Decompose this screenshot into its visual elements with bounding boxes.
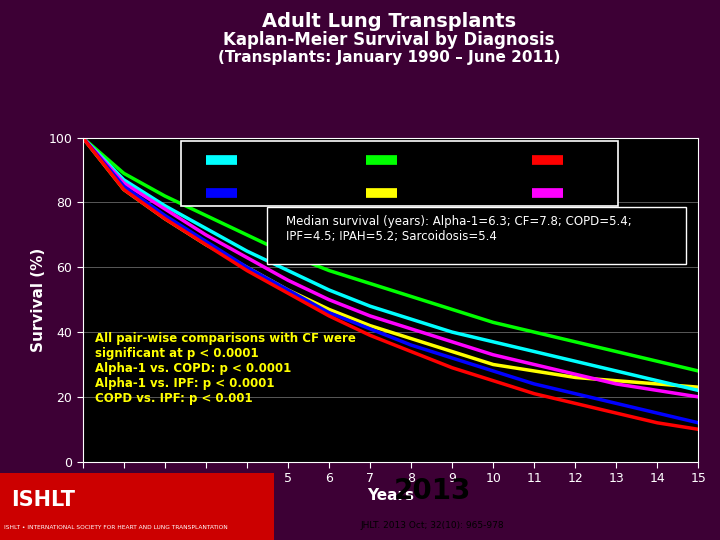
Text: Adult Lung Transplants: Adult Lung Transplants (262, 12, 516, 31)
Bar (0, 472, 274, 540)
Y-axis label: Survival (%): Survival (%) (31, 247, 46, 352)
FancyBboxPatch shape (181, 141, 618, 206)
X-axis label: Years: Years (367, 488, 414, 503)
Text: ISHLT • INTERNATIONAL SOCIETY FOR HEART AND LUNG TRANSPLANTATION: ISHLT • INTERNATIONAL SOCIETY FOR HEART … (4, 525, 228, 530)
Text: JHLT. 2013 Oct; 32(10): 965-978: JHLT. 2013 Oct; 32(10): 965-978 (360, 521, 504, 530)
Text: ISHLT: ISHLT (11, 489, 75, 510)
Text: All pair-wise comparisons with CF were
significant at p < 0.0001
Alpha-1 vs. COP: All pair-wise comparisons with CF were s… (95, 332, 356, 405)
Text: 2013: 2013 (393, 477, 471, 505)
Text: Kaplan-Meier Survival by Diagnosis: Kaplan-Meier Survival by Diagnosis (223, 31, 554, 49)
FancyBboxPatch shape (268, 207, 686, 264)
Text: Median survival (years): Alpha-1=6.3; CF=7.8; COPD=5.4;
IPF=4.5; IPAH=5.2; Sarco: Median survival (years): Alpha-1=6.3; CF… (286, 215, 631, 244)
Text: (Transplants: January 1990 – June 2011): (Transplants: January 1990 – June 2011) (217, 50, 560, 65)
